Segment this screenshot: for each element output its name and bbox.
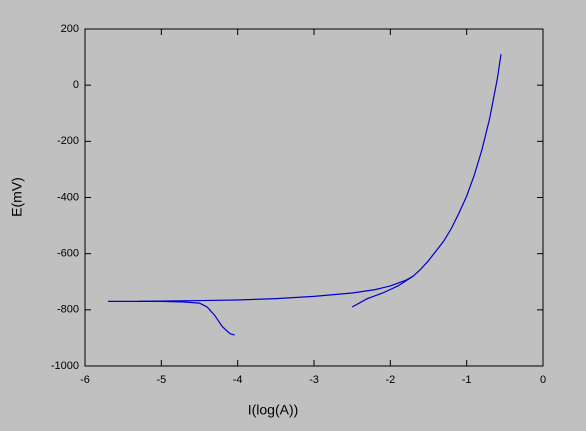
data-line: [351, 275, 414, 308]
y-tick-label: -400: [57, 191, 79, 203]
x-axis-label: I(log(A)): [248, 402, 299, 418]
x-tick-label: -1: [462, 374, 472, 386]
y-tick-label: -200: [57, 135, 79, 147]
data-line: [138, 54, 502, 303]
y-tick-label: -800: [57, 304, 79, 316]
y-axis-label: E(mV): [9, 177, 25, 217]
y-tick-label: 200: [61, 23, 79, 35]
y-tick-label: 0: [73, 79, 79, 91]
x-tick-label: 0: [540, 374, 546, 386]
x-tick-label: -4: [233, 374, 243, 386]
y-tick-label: -1000: [51, 360, 79, 372]
x-tick-label: -6: [80, 374, 90, 386]
x-tick-label: -5: [156, 374, 166, 386]
y-tick-label: -600: [57, 248, 79, 260]
x-tick-label: -3: [309, 374, 319, 386]
x-tick-label: -2: [385, 374, 395, 386]
